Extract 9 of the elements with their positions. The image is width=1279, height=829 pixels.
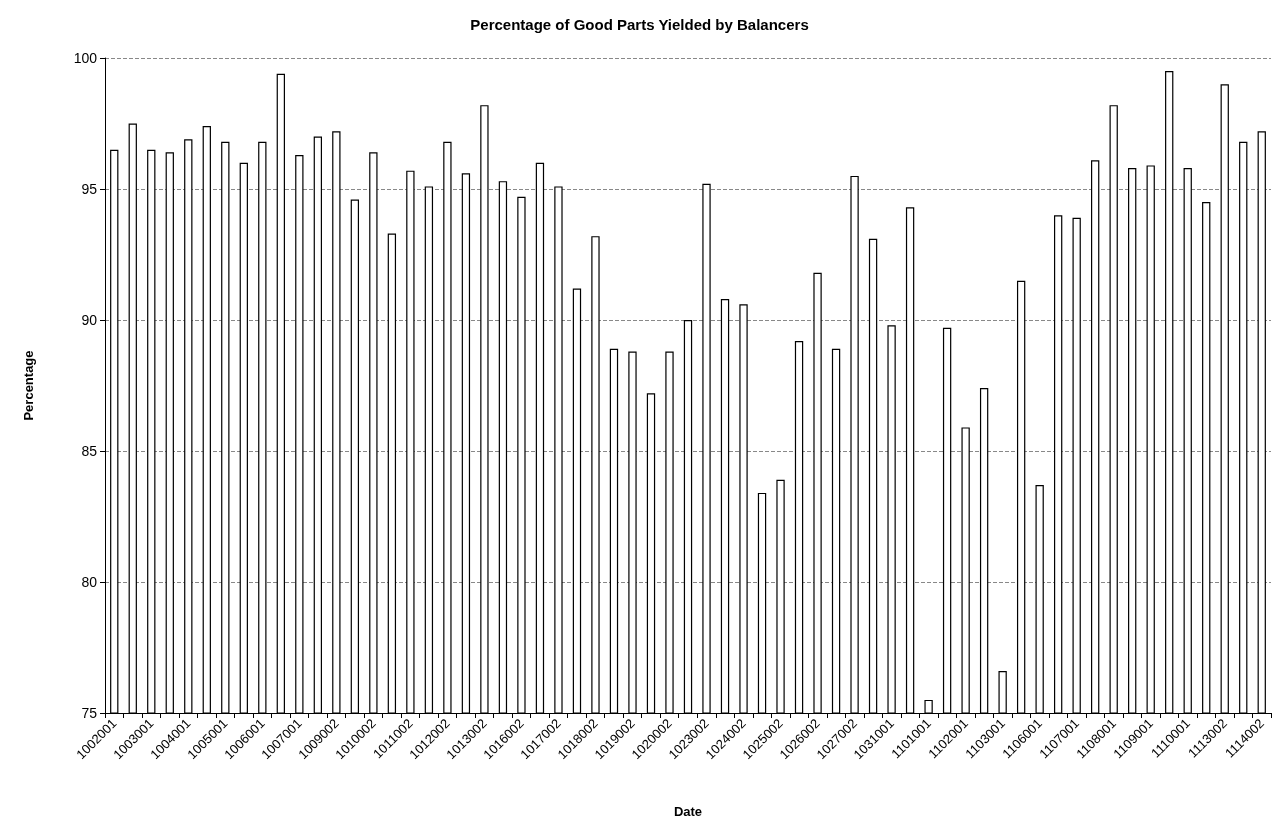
y-tick-label: 85 — [81, 443, 98, 459]
y-tick-label: 90 — [81, 312, 98, 328]
y-tick-label: 100 — [73, 50, 98, 66]
x-axis-title: Date — [673, 804, 703, 819]
y-tick-label: 75 — [81, 705, 98, 721]
chart-title: Percentage of Good Parts Yielded by Balancers — [470, 16, 809, 33]
y-tick-label: 95 — [81, 181, 98, 197]
y-tick-label: 80 — [81, 574, 98, 590]
y-axis-title: Percentage — [21, 350, 36, 421]
